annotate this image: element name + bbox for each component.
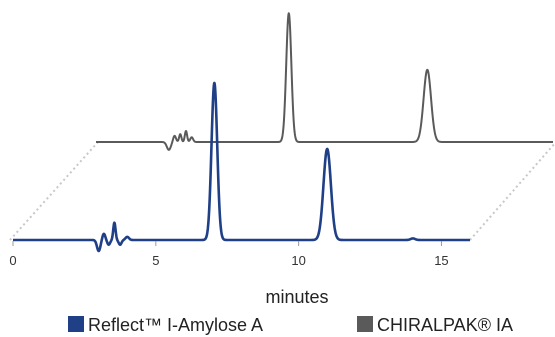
x-tick-label-5: 5 <box>152 253 159 268</box>
guide-left <box>9 141 99 241</box>
legend: Reflect™ I-Amylose A CHIRALPAK® IA <box>68 315 513 335</box>
series-layer <box>11 12 554 253</box>
guide-right <box>469 141 555 241</box>
x-tick-label-0: 0 <box>9 253 16 268</box>
x-tick-label-10: 10 <box>291 253 305 268</box>
x-tick-label-15: 15 <box>434 253 448 268</box>
legend-label-chiralpak: CHIRALPAK® IA <box>377 315 513 335</box>
legend-label-reflect: Reflect™ I-Amylose A <box>88 315 263 335</box>
perspective-guides <box>9 141 555 241</box>
x-axis: 0 5 10 15 <box>9 241 449 268</box>
x-axis-title: minutes <box>265 287 328 307</box>
series-chiralpak-trace <box>95 12 554 151</box>
legend-swatch-reflect <box>68 316 84 332</box>
legend-swatch-chiralpak <box>357 316 373 332</box>
series-reflect-trace <box>11 81 472 253</box>
